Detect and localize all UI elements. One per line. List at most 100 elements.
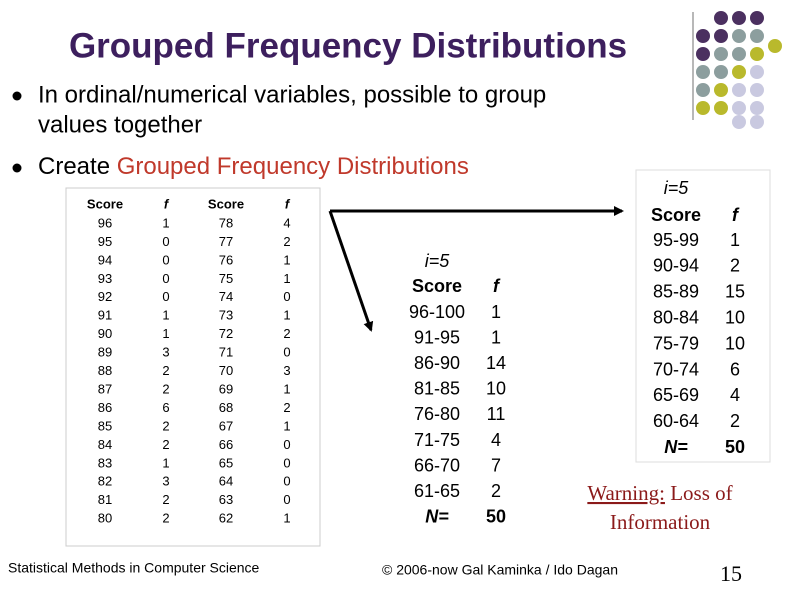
grouped-cell: 7 <box>491 455 501 475</box>
raw-cell: 66 <box>219 437 233 452</box>
raw-cell: 89 <box>98 345 112 360</box>
grouped-cell: 90-94 <box>653 256 699 276</box>
raw-cell: 1 <box>162 215 169 230</box>
grouped-header: f <box>732 205 740 225</box>
grouped-header: f <box>493 276 501 296</box>
raw-cell: 90 <box>98 326 112 341</box>
raw-cell: 0 <box>162 271 169 286</box>
raw-cell: 96 <box>98 215 112 230</box>
grouped-cell: 60-64 <box>653 411 699 431</box>
grouped-cell: 4 <box>730 385 740 405</box>
raw-cell: 1 <box>283 381 290 396</box>
raw-cell: 67 <box>219 418 233 433</box>
grouped-cell: 81-85 <box>414 379 460 399</box>
bullet-text: Create Grouped Frequency Distributions <box>38 153 469 180</box>
raw-cell: 94 <box>98 252 112 267</box>
bullet-dot <box>12 91 22 101</box>
grouped-cell: 80-84 <box>653 307 699 327</box>
raw-cell: 63 <box>219 492 233 507</box>
page-number: 15 <box>720 561 742 586</box>
bullet-text: values together <box>38 111 202 138</box>
raw-cell: 1 <box>283 511 290 526</box>
grouped-cell: 10 <box>725 307 745 327</box>
warning: Warning: Loss of <box>587 481 732 505</box>
grouped-cell: 1 <box>491 327 501 347</box>
raw-cell: 4 <box>283 215 290 230</box>
raw-cell: 93 <box>98 271 112 286</box>
raw-cell: 76 <box>219 252 233 267</box>
raw-header: Score <box>87 196 123 211</box>
grouped-total: N= <box>425 507 449 527</box>
warning-text: Loss of <box>665 481 733 505</box>
grouped-cell: 2 <box>730 256 740 276</box>
raw-cell: 2 <box>162 511 169 526</box>
grouped-cell: 66-70 <box>414 455 460 475</box>
raw-cell: 65 <box>219 455 233 470</box>
grouped-cell: 6 <box>730 359 740 379</box>
raw-cell: 1 <box>283 308 290 323</box>
grouped-cell: 11 <box>487 404 506 424</box>
bullet-dot <box>12 163 22 173</box>
raw-cell: 83 <box>98 455 112 470</box>
grouped-cell: 91-95 <box>414 327 460 347</box>
interval: i=5 <box>425 251 451 271</box>
grouped-cell: 70-74 <box>653 359 699 379</box>
bullet-text: Create <box>38 153 117 180</box>
warning-label: Warning: <box>587 481 665 505</box>
raw-cell: 2 <box>283 234 290 249</box>
raw-cell: 1 <box>162 326 169 341</box>
grouped-cell: 86-90 <box>414 353 460 373</box>
raw-header: Score <box>208 196 244 211</box>
raw-header: f <box>164 196 170 211</box>
raw-cell: 75 <box>219 271 233 286</box>
raw-cell: 3 <box>283 363 290 378</box>
grouped-header: Score <box>651 205 701 225</box>
bullet-text: In ordinal/numerical variables, possible… <box>38 81 546 108</box>
grouped-header: Score <box>412 276 462 296</box>
raw-header: f <box>285 196 291 211</box>
raw-cell: 91 <box>98 308 112 323</box>
grouped-cell: 76-80 <box>414 404 460 424</box>
raw-cell: 72 <box>219 326 233 341</box>
raw-cell: 71 <box>219 345 233 360</box>
raw-table-frame <box>65 187 321 547</box>
bullet-highlight: Grouped Frequency Distributions <box>117 153 469 180</box>
footer-left: Statistical Methods in Computer Science <box>8 560 260 576</box>
raw-cell: 6 <box>162 400 169 415</box>
raw-cell: 86 <box>98 400 112 415</box>
raw-cell: 80 <box>98 511 112 526</box>
raw-cell: 95 <box>98 234 112 249</box>
raw-cell: 3 <box>162 345 169 360</box>
raw-cell: 3 <box>162 474 169 489</box>
grouped-cell: 61-65 <box>414 481 460 501</box>
warning-text: Information <box>610 510 711 534</box>
grouped-cell: 4 <box>491 430 501 450</box>
grouped-cell: 85-89 <box>653 282 699 302</box>
grouped-cell: 1 <box>491 302 501 322</box>
raw-cell: 0 <box>162 289 169 304</box>
interval: i=5 <box>664 178 690 198</box>
raw-cell: 62 <box>219 511 233 526</box>
raw-cell: 84 <box>98 437 112 452</box>
raw-cell: 1 <box>283 252 290 267</box>
grouped-cell: 96-100 <box>409 302 465 322</box>
raw-cell: 73 <box>219 308 233 323</box>
raw-cell: 64 <box>219 474 233 489</box>
raw-cell: 87 <box>98 381 112 396</box>
grouped-total: N= <box>664 437 688 457</box>
grouped-cell: 75-79 <box>653 333 699 353</box>
grouped-cell: 65-69 <box>653 385 699 405</box>
raw-cell: 0 <box>162 252 169 267</box>
raw-cell: 1 <box>162 455 169 470</box>
raw-cell: 77 <box>219 234 233 249</box>
raw-cell: 0 <box>283 345 290 360</box>
decoration <box>692 11 782 129</box>
raw-cell: 2 <box>162 363 169 378</box>
raw-cell: 69 <box>219 381 233 396</box>
raw-cell: 2 <box>162 437 169 452</box>
arrow <box>328 210 374 332</box>
grouped-cell: 14 <box>486 353 506 373</box>
grouped-table-frame <box>635 169 771 463</box>
raw-cell: 2 <box>162 492 169 507</box>
